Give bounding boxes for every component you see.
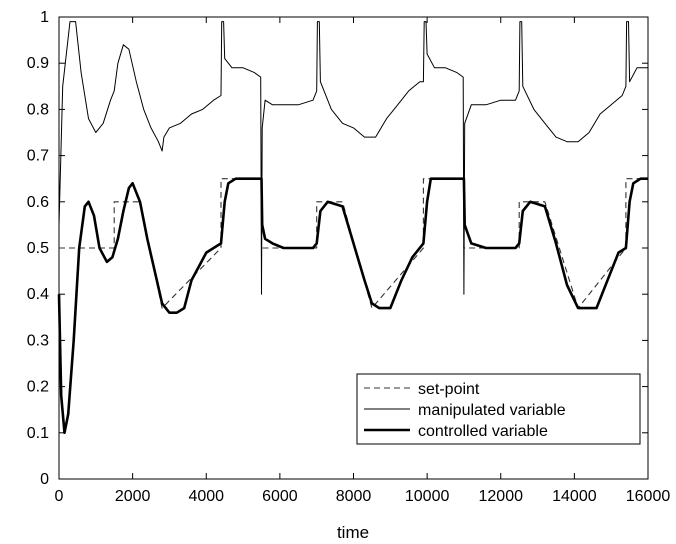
y-tick-label: 0 bbox=[40, 471, 49, 488]
x-tick-label: 4000 bbox=[188, 488, 224, 505]
legend-label: set-point bbox=[418, 381, 480, 398]
y-tick-label: 0.4 bbox=[27, 286, 49, 303]
y-tick-label: 0.9 bbox=[27, 55, 49, 72]
series-line-1 bbox=[58, 21, 648, 295]
y-tick-label: 0.5 bbox=[27, 240, 49, 257]
x-tick-label: 6000 bbox=[262, 488, 298, 505]
y-tick-label: 0.1 bbox=[27, 425, 49, 442]
x-tick-label: 16000 bbox=[626, 488, 671, 505]
x-tick-label: 12000 bbox=[479, 488, 524, 505]
y-tick-label: 1 bbox=[40, 9, 49, 26]
legend-label: controlled variable bbox=[418, 423, 548, 440]
y-tick-label: 0.3 bbox=[27, 332, 49, 349]
x-tick-label: 0 bbox=[55, 488, 64, 505]
x-axis-title: time bbox=[337, 523, 369, 542]
y-tick-label: 0.6 bbox=[27, 194, 49, 211]
x-tick-label: 10000 bbox=[405, 488, 450, 505]
series-lines bbox=[57, 21, 648, 435]
axis-ticks: 0 2000 4000 6000 8000 10000 12000 14000 16000 0 0.… bbox=[27, 9, 671, 505]
y-tick-label: 0.7 bbox=[27, 148, 49, 165]
x-tick-label: 14000 bbox=[552, 488, 597, 505]
y-tick-label: 0.2 bbox=[27, 379, 49, 396]
legend: set-point manipulated variable controlled … bbox=[356, 373, 641, 445]
x-tick-label: 2000 bbox=[115, 488, 151, 505]
y-tick-label: 0.8 bbox=[27, 101, 49, 118]
x-tick-label: 8000 bbox=[336, 488, 372, 505]
legend-label: manipulated variable bbox=[418, 402, 566, 419]
series-line-2 bbox=[57, 177, 648, 435]
